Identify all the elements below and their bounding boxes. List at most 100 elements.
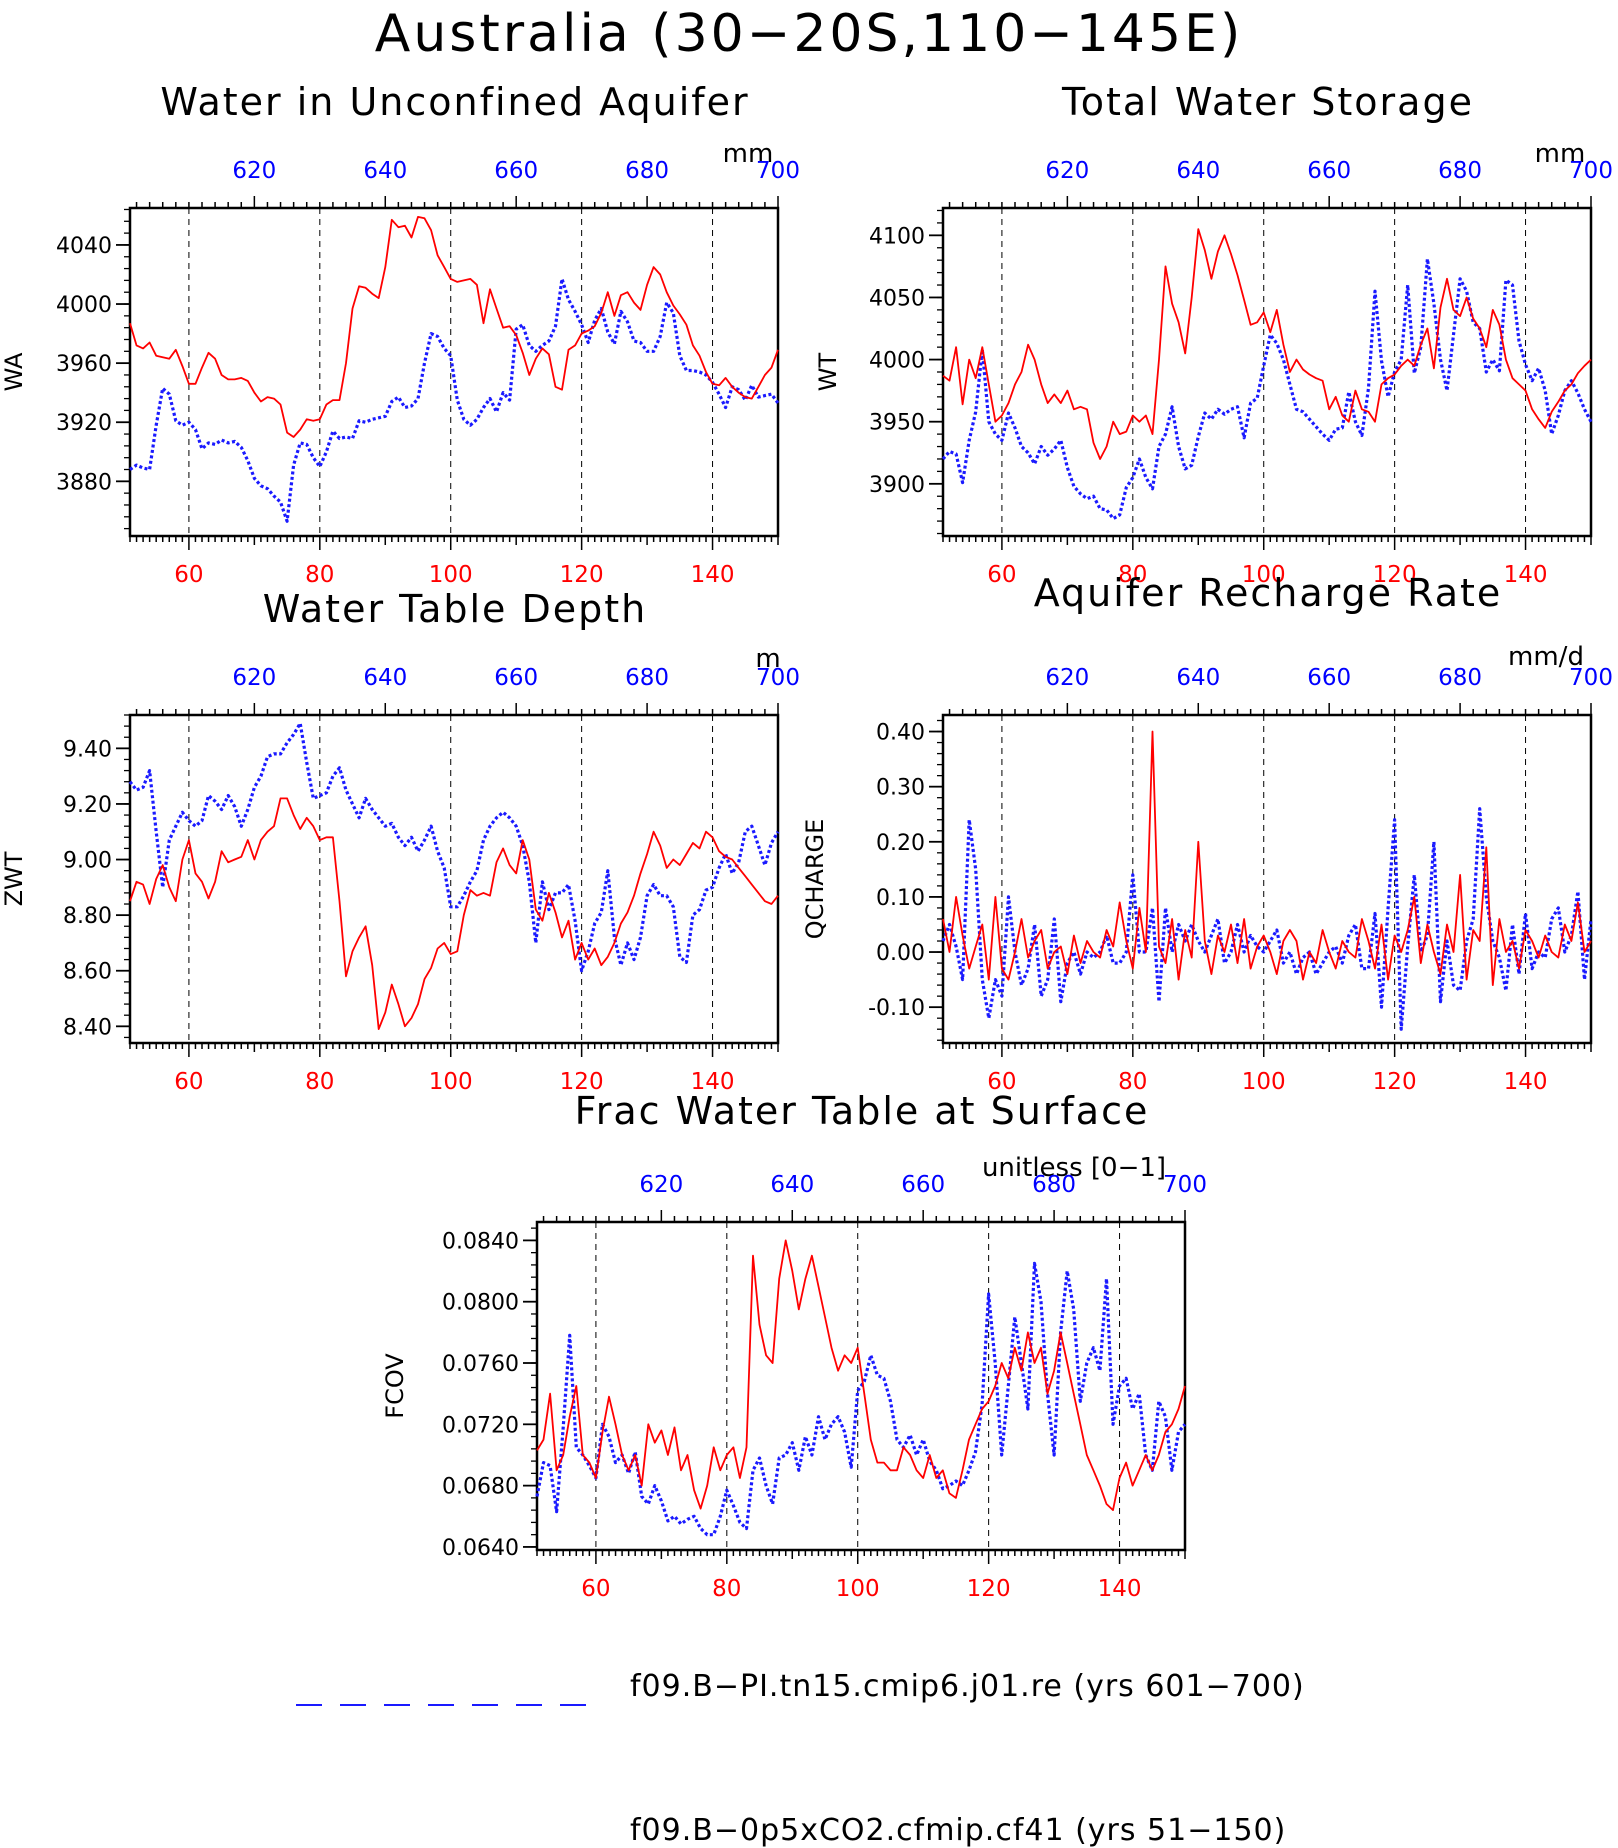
panel-1-x2-tick-label: 640 (363, 158, 407, 184)
panel-5-x-tick-label: 120 (967, 1576, 1011, 1602)
panel-2-plot-frame (941, 206, 1593, 538)
panel-1-plot-frame (128, 206, 780, 538)
panel-5-x-tick-label: 100 (836, 1576, 880, 1602)
panel-3-x-tick-label: 100 (429, 1069, 473, 1095)
panel-1-x2-tick-label: 620 (232, 158, 276, 184)
panel-2-x-tick-label: 100 (1242, 562, 1286, 588)
panel-5-series-a-line (535, 1261, 1187, 1537)
panel-3-x2-tick-label: 700 (756, 665, 800, 691)
panel-4-x-tick-label: 140 (1504, 1069, 1548, 1095)
panel-3-x-tick-label: 60 (174, 1069, 203, 1095)
panel-2-y-tick-label: 4100 (869, 224, 925, 249)
panel-1-x2-tick-label: 700 (756, 158, 800, 184)
panel-5-title: Frac Water Table at Surface (575, 1089, 1150, 1133)
panel-1-x2-tick-label: 680 (625, 158, 669, 184)
legend-label-series-b: f09.B−0p5xCO2.cfmip.cf41 (yrs 51−150) (630, 1813, 1287, 1848)
panel-4-series-b-line (942, 730, 1592, 986)
panel-4-y-tick-label: -0.10 (868, 996, 925, 1021)
panel-1-series-b-line (129, 215, 779, 438)
panel-4-x-tick-label: 100 (1242, 1069, 1286, 1095)
panel-2-y-tick-label: 3950 (869, 411, 925, 436)
panel-1-series-a-line (129, 277, 780, 523)
panel-2-x-tick-label: 60 (987, 562, 1016, 588)
panel-5-y-tick-label: 0.0760 (442, 1352, 519, 1377)
panel-4-y-tick-label: 0.40 (876, 721, 925, 746)
panel-1-x-tick-label: 100 (429, 562, 473, 588)
panel-2-y-tick-label: 4050 (869, 286, 925, 311)
panel-4-y-axis-label: QCHARGE (801, 819, 829, 940)
panel-3-y-tick-label: 9.00 (63, 849, 112, 874)
panel-2-units-label: mm (1535, 139, 1586, 169)
panel-1-y-tick-label: 3920 (56, 411, 112, 436)
panel-3-x-tick-label: 120 (560, 1069, 604, 1095)
panel-1-x-tick-label: 140 (691, 562, 735, 588)
panel-5-y-tick-label: 0.0720 (442, 1413, 519, 1438)
panel-1-y-tick-label: 4000 (56, 293, 112, 318)
panel-5-x2-tick-label: 660 (901, 1172, 945, 1198)
panel-1-x-tick-label: 80 (305, 562, 334, 588)
panel-2-x2-tick-label: 640 (1176, 158, 1220, 184)
panel-3-plot-frame (128, 713, 780, 1045)
panel-3-x2-tick-label: 620 (232, 665, 276, 691)
panel-4-x-tick-label: 80 (1118, 1069, 1147, 1095)
panel-2-y-tick-label: 4000 (869, 349, 925, 374)
panel-1-x2-tick-label: 660 (494, 158, 538, 184)
panel-1-y-tick-label: 3960 (56, 352, 112, 377)
panel-5-y-tick-label: 0.0640 (442, 1536, 519, 1561)
panel-3-y-tick-label: 8.60 (63, 960, 112, 985)
panel-4-units-label: mm/d (1508, 642, 1584, 672)
panel-4-series-a-line (941, 807, 1593, 1031)
panel-3-y-axis-label: ZWT (0, 851, 28, 906)
panel-5-y-tick-label: 0.0680 (442, 1475, 519, 1500)
panel-5-y-axis-label: FCOV (381, 1353, 409, 1419)
panel-1-units-label: mm (723, 139, 774, 169)
panel-4-x-tick-label: 60 (987, 1069, 1016, 1095)
panel-5-x-tick-label: 140 (1098, 1576, 1142, 1602)
panel-2-x2-tick-label: 660 (1307, 158, 1351, 184)
panel-2-x2-tick-label: 680 (1438, 158, 1482, 184)
panel-2-x-tick-label: 120 (1373, 562, 1417, 588)
panel-3-series-b-line (129, 797, 779, 1030)
legend-label-series-a: f09.B−PI.tn15.cmip6.j01.re (yrs 601−700) (630, 1669, 1305, 1704)
panel-1-title: Water in Unconfined Aquifer (160, 80, 749, 124)
panel-3-y-tick-label: 9.20 (63, 793, 112, 818)
panel-4-x2-tick-label: 660 (1307, 665, 1351, 691)
panel-3-y-tick-label: 9.40 (63, 737, 112, 762)
panel-2-x2-tick-label: 700 (1569, 158, 1613, 184)
panel-5-x2-tick-label: 680 (1032, 1172, 1076, 1198)
panel-5-x-tick-label: 60 (581, 1576, 610, 1602)
panel-5-x2-tick-label: 620 (639, 1172, 683, 1198)
panel-2-title: Total Water Storage (1061, 80, 1474, 124)
panel-5-y-tick-label: 0.0800 (442, 1291, 519, 1316)
panel-4-y-tick-label: 0.10 (876, 886, 925, 911)
panel-2-x2-tick-label: 620 (1045, 158, 1089, 184)
panel-3-y-tick-label: 8.80 (63, 904, 112, 929)
panel-5-units-label: unitless [0−1] (982, 1153, 1166, 1183)
panel-2-series-b-line (942, 228, 1592, 460)
panel-4-title: Aquifer Recharge Rate (1034, 571, 1503, 615)
panel-4-x2-tick-label: 700 (1569, 665, 1613, 691)
panel-4-x2-tick-label: 640 (1176, 665, 1220, 691)
panel-4-x-tick-label: 120 (1373, 1069, 1417, 1095)
panel-5-x2-tick-label: 700 (1163, 1172, 1207, 1198)
panel-1-y-tick-label: 4040 (56, 234, 112, 259)
panel-4-y-tick-label: 0.00 (876, 941, 925, 966)
panel-3-y-tick-label: 8.40 (63, 1015, 112, 1040)
panel-5-series-b-line (536, 1239, 1186, 1511)
panel-1-x-tick-label: 120 (560, 562, 604, 588)
panel-5-x-tick-label: 80 (712, 1576, 741, 1602)
panel-4-x2-tick-label: 620 (1045, 665, 1089, 691)
panel-4-y-tick-label: 0.20 (876, 831, 925, 856)
panel-2-series-a-line (941, 257, 1593, 521)
panel-4-plot-frame (941, 713, 1593, 1045)
panel-4-y-tick-label: 0.30 (876, 776, 925, 801)
panel-3-x2-tick-label: 660 (494, 665, 538, 691)
panel-2-y-axis-label: WT (814, 352, 842, 391)
panel-3-units-label: m (755, 644, 780, 674)
panel-1-y-tick-label: 3880 (56, 470, 112, 495)
panel-1-x-tick-label: 60 (174, 562, 203, 588)
panel-3-series-a-line (128, 721, 780, 973)
panel-3-x-tick-label: 140 (691, 1069, 735, 1095)
panel-3-x-tick-label: 80 (305, 1069, 334, 1095)
